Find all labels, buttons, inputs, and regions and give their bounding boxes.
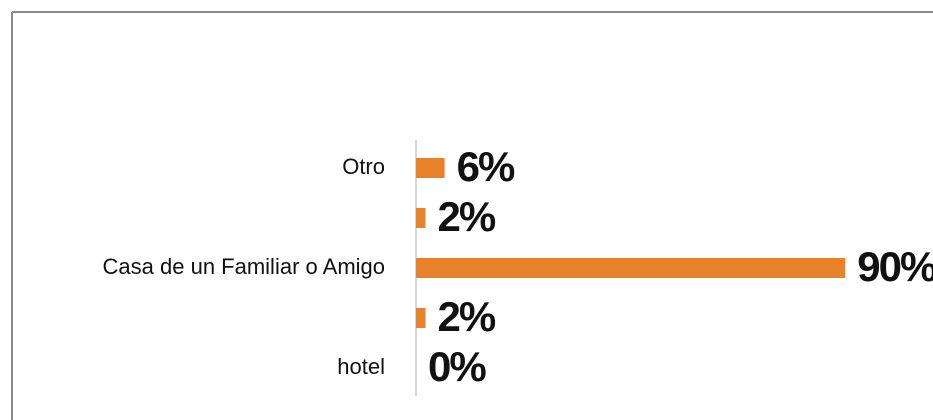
- value-label: 2%: [438, 193, 496, 240]
- category-label: Casa de un Familiar o Amigo: [103, 254, 385, 279]
- category-label: Otro: [342, 154, 385, 179]
- bar: [416, 258, 846, 278]
- category-label: hotel: [337, 354, 385, 379]
- value-label: 0%: [428, 343, 486, 390]
- value-label: 90%: [857, 243, 933, 290]
- value-label: 2%: [438, 293, 496, 340]
- value-label: 6%: [457, 143, 515, 190]
- bar: [416, 158, 445, 178]
- bar: [416, 308, 426, 328]
- bar: [416, 208, 426, 228]
